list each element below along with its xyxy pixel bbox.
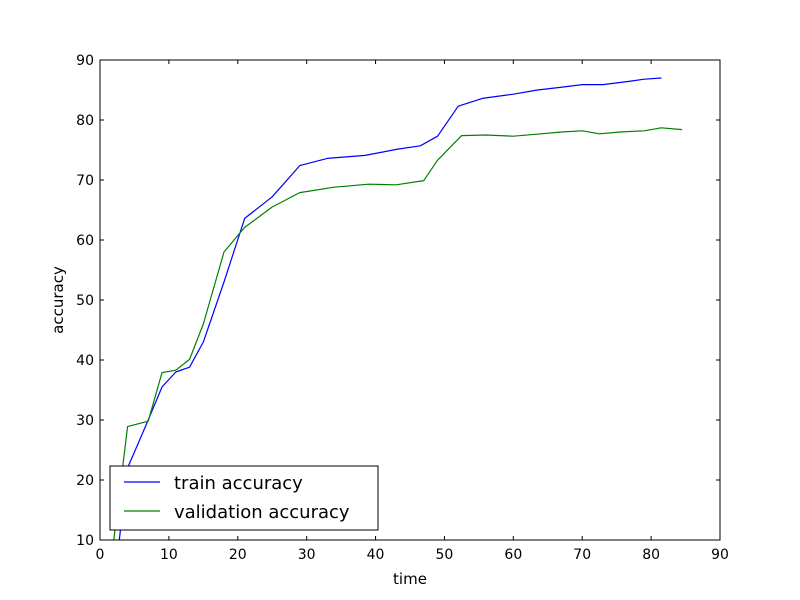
y-tick-label: 50 [76, 293, 94, 309]
legend: train accuracy validation accuracy [109, 465, 379, 531]
x-tick-label: 50 [436, 547, 454, 563]
x-tick-label: 60 [504, 547, 522, 563]
y-axis-label: accuracy [49, 266, 67, 334]
x-tick-label: 80 [642, 547, 660, 563]
series-layer [113, 77, 683, 540]
y-tick-label: 20 [76, 473, 94, 489]
y-tick-label: 70 [76, 173, 94, 189]
x-tick-label: 10 [160, 547, 178, 563]
x-tick-label: 0 [96, 547, 105, 563]
legend-label-train-accuracy: train accuracy [174, 473, 303, 494]
y-tick-label: 80 [76, 113, 94, 129]
y-tick-label: 90 [76, 53, 94, 69]
y-tick-label: 30 [76, 413, 94, 429]
y-tick-label: 10 [76, 533, 94, 549]
legend-label-validation-accuracy: validation accuracy [174, 502, 350, 523]
y-tick-label: 60 [76, 233, 94, 249]
x-tick-label: 90 [711, 547, 729, 563]
x-axis-label: time [393, 570, 427, 588]
x-tick-label: 20 [229, 547, 247, 563]
series-line-validation-accuracy [113, 127, 683, 540]
x-tick-label: 40 [367, 547, 385, 563]
legend-box [109, 465, 379, 531]
x-tick-label: 70 [573, 547, 591, 563]
series-line-train-accuracy [118, 77, 662, 540]
x-tick-label: 30 [298, 547, 316, 563]
y-tick-label: 40 [76, 353, 94, 369]
